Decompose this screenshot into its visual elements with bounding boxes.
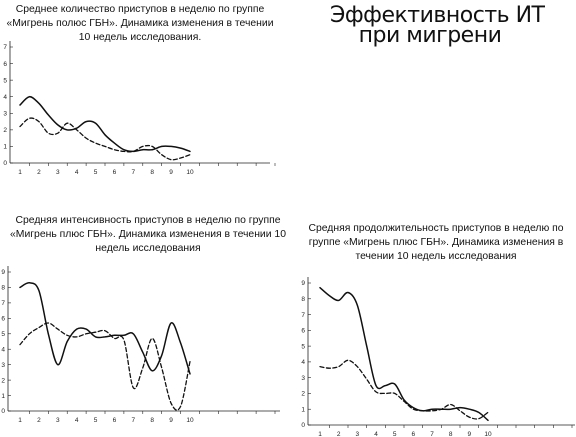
chart2-y-tick: 9	[1, 269, 5, 276]
chart3-series-solid	[319, 286, 489, 422]
chart3-y-tick: 7	[301, 312, 305, 319]
page-title-line2: при мигрени	[358, 23, 502, 48]
chart1-series-dashed	[19, 117, 191, 161]
chart2-x-tick: 10	[186, 417, 194, 424]
chart1-x-tick: 10	[186, 169, 194, 176]
chart3-x-tick: 2	[337, 431, 341, 437]
chart3-x-tick: 3	[356, 431, 360, 437]
chart2-x-tick: 6	[113, 417, 117, 424]
chart3-x-tick: 1	[318, 431, 322, 437]
chart1-y-tick: 4	[3, 94, 7, 101]
chart2-y-tick: 5	[1, 331, 5, 338]
chart1-title: Среднее количество приступов в неделю по…	[6, 4, 274, 43]
chart3-y-tick: 1	[301, 406, 305, 413]
chart3-y-tick: 8	[301, 296, 305, 303]
chart3: 0 1 2 3 4 5 6 7 8 9 1 2 3 4 5 6 7 8 9 10	[301, 277, 575, 437]
chart1-y-tick: 3	[3, 110, 7, 117]
chart1-x-tick: 2	[37, 169, 41, 176]
chart3-y-tick: 4	[301, 359, 305, 366]
chart3-x-tick: 4	[374, 431, 378, 437]
chart3-x-tick: 6	[412, 431, 416, 437]
chart3-y-tick: 2	[301, 391, 305, 398]
chart1-y-tick: 1	[3, 144, 7, 151]
chart2-y-tick: 4	[1, 346, 5, 353]
chart2-x-tick: 7	[132, 417, 136, 424]
chart2-y-tick: 7	[1, 300, 5, 307]
chart2-y-tick: 3	[1, 362, 5, 369]
chart2-x-tick: 5	[94, 417, 98, 424]
chart2-x-tick: 8	[150, 417, 154, 424]
chart3-x-tick: 7	[430, 431, 434, 437]
chart1-x-tick: 8	[150, 169, 154, 176]
chart1-series-solid	[19, 95, 191, 153]
chart3-y-tick: 0	[301, 422, 305, 429]
chart1-y-tick: 2	[3, 127, 7, 134]
chart3-x-tick: 5	[393, 431, 397, 437]
chart2-y-tick: 6	[1, 316, 5, 323]
chart1-x-tick: 7	[132, 169, 136, 176]
chart1-x-tick: 5	[94, 169, 98, 176]
chart3-y-tick: 3	[301, 375, 305, 382]
chart2-series-dashed	[19, 322, 191, 411]
chart2-y-tick: 0	[1, 408, 5, 415]
chart2-y-tick: 2	[1, 377, 5, 384]
chart3-series-dashed	[319, 359, 489, 420]
chart2-x-tick: 3	[56, 417, 60, 424]
chart3-x-tick: 10	[484, 431, 492, 437]
chart1-y-tick: 0	[3, 160, 7, 167]
page-title: Эффективность ИТ при мигрени	[330, 3, 545, 48]
chart2-x-tick: 9	[169, 417, 173, 424]
chart1-x-tick: 3	[56, 169, 60, 176]
chart2-title: Средняя интенсивность приступов в неделю…	[10, 215, 286, 254]
chart2-y-tick: 8	[1, 285, 5, 292]
page-title-line1: Эффективность ИТ	[330, 3, 545, 28]
chart1-x-tick: 1	[18, 169, 22, 176]
chart1-y-tick: 7	[3, 44, 7, 51]
chart2-x-tick: 4	[75, 417, 79, 424]
chart3-y-tick: 9	[301, 280, 305, 287]
chart1-y-tick: 6	[3, 61, 7, 68]
chart1-x-tick: 6	[113, 169, 117, 176]
chart1-x-tick: 9	[169, 169, 173, 176]
chart3-y-tick: 5	[301, 343, 305, 350]
chart2-y-tick: 1	[1, 393, 5, 400]
chart3-y-tick: 6	[301, 328, 305, 335]
chart2-x-tick: 2	[37, 417, 41, 424]
chart3-title: Средняя продолжительность приступов в не…	[308, 223, 564, 262]
chart2: 0 1 2 3 4 5 6 7 8 9 1 2 3 4 5 6 7 8 9 10	[1, 266, 280, 424]
chart2-series-solid	[19, 282, 191, 375]
chart1: 0 1 2 3 4 5 6 7 1 2 3 4 5 6 7 8 9 10	[3, 41, 276, 176]
chart3-x-tick: 8	[449, 431, 453, 437]
chart1-x-tick: 4	[75, 169, 79, 176]
chart1-y-tick: 5	[3, 77, 7, 84]
chart3-x-tick: 9	[468, 431, 472, 437]
chart2-x-tick: 1	[18, 417, 22, 424]
